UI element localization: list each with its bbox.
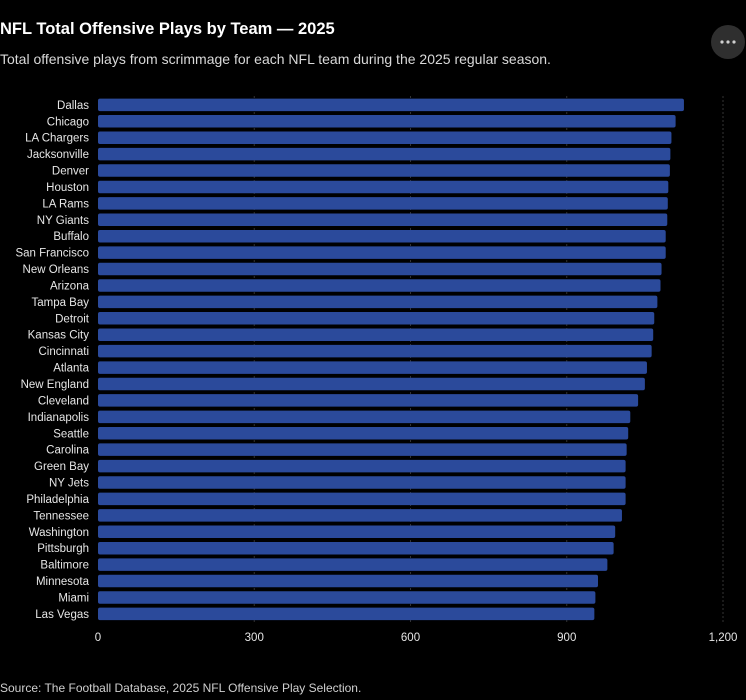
bar[interactable] [98, 459, 626, 473]
bar[interactable] [98, 246, 666, 259]
chart-title: NFL Total Offensive Plays by Team — 2025 [0, 20, 335, 38]
bar[interactable] [98, 591, 596, 604]
category-label: Indianapolis [28, 412, 90, 424]
chart-subtitle: Total offensive plays from scrimmage for… [0, 51, 551, 67]
category-label: New England [21, 379, 89, 391]
bar[interactable] [98, 115, 676, 128]
category-label: Cleveland [38, 395, 89, 407]
category-label: Jacksonville [27, 149, 89, 161]
x-tick-label: 600 [401, 632, 420, 644]
bar[interactable] [98, 377, 645, 391]
category-label: Washington [29, 527, 89, 539]
x-tick-label: 300 [245, 632, 264, 644]
x-tick-label: 0 [95, 632, 101, 644]
category-label: Green Bay [34, 461, 89, 473]
category-label: NY Giants [37, 215, 89, 227]
bar[interactable] [98, 312, 655, 325]
bar[interactable] [98, 443, 627, 456]
bar[interactable] [98, 394, 639, 407]
category-label: Cincinnati [39, 346, 90, 358]
category-label: Baltimore [40, 560, 89, 572]
bar[interactable] [98, 295, 658, 309]
bar[interactable] [98, 525, 616, 539]
category-label: Denver [52, 166, 89, 178]
category-label: LA Chargers [25, 133, 89, 145]
category-label: Pittsburgh [37, 543, 89, 555]
category-label: Carolina [46, 445, 89, 457]
bar[interactable] [98, 197, 668, 210]
category-label: Tampa Bay [31, 297, 89, 309]
category-label: Minnesota [36, 576, 90, 588]
category-label: LA Rams [42, 198, 89, 210]
bar[interactable] [98, 98, 684, 112]
category-label: NY Jets [49, 478, 89, 490]
bar[interactable] [98, 410, 631, 424]
category-label: Tennessee [33, 510, 89, 522]
bar[interactable] [98, 279, 661, 292]
bar[interactable] [98, 361, 647, 374]
bar[interactable] [98, 427, 629, 440]
x-tick-label: 1,200 [709, 632, 738, 644]
bar[interactable] [98, 509, 622, 522]
bar[interactable] [98, 180, 669, 194]
bar[interactable] [98, 574, 598, 588]
bar[interactable] [98, 131, 672, 144]
category-label: Seattle [53, 428, 89, 440]
bar[interactable] [98, 229, 666, 243]
bar[interactable] [98, 213, 668, 227]
bar[interactable] [98, 262, 662, 276]
category-label: Miami [58, 592, 89, 604]
category-label: Houston [46, 182, 89, 194]
category-label: Chicago [47, 116, 89, 128]
bar[interactable] [98, 558, 608, 571]
bar[interactable] [98, 147, 671, 161]
more-options-button[interactable] [711, 25, 745, 59]
bar[interactable] [98, 607, 595, 621]
bar[interactable] [98, 476, 626, 489]
ellipsis-icon [720, 40, 736, 44]
category-label: Buffalo [53, 231, 89, 243]
category-label: Arizona [50, 280, 90, 292]
category-label: Dallas [57, 100, 89, 112]
category-label: Atlanta [53, 363, 89, 375]
bar[interactable] [98, 344, 652, 358]
bar[interactable] [98, 492, 626, 506]
source-note: Source: The Football Database, 2025 NFL … [0, 681, 362, 695]
x-tick-label: 900 [557, 632, 576, 644]
category-label: Detroit [55, 313, 90, 325]
category-label: Las Vegas [35, 609, 89, 621]
category-label: Philadelphia [26, 494, 89, 506]
category-label: Kansas City [28, 330, 90, 342]
bar[interactable] [98, 328, 654, 341]
bar[interactable] [98, 164, 670, 177]
bar[interactable] [98, 541, 614, 555]
category-label: San Francisco [15, 248, 89, 260]
category-label: New Orleans [23, 264, 90, 276]
